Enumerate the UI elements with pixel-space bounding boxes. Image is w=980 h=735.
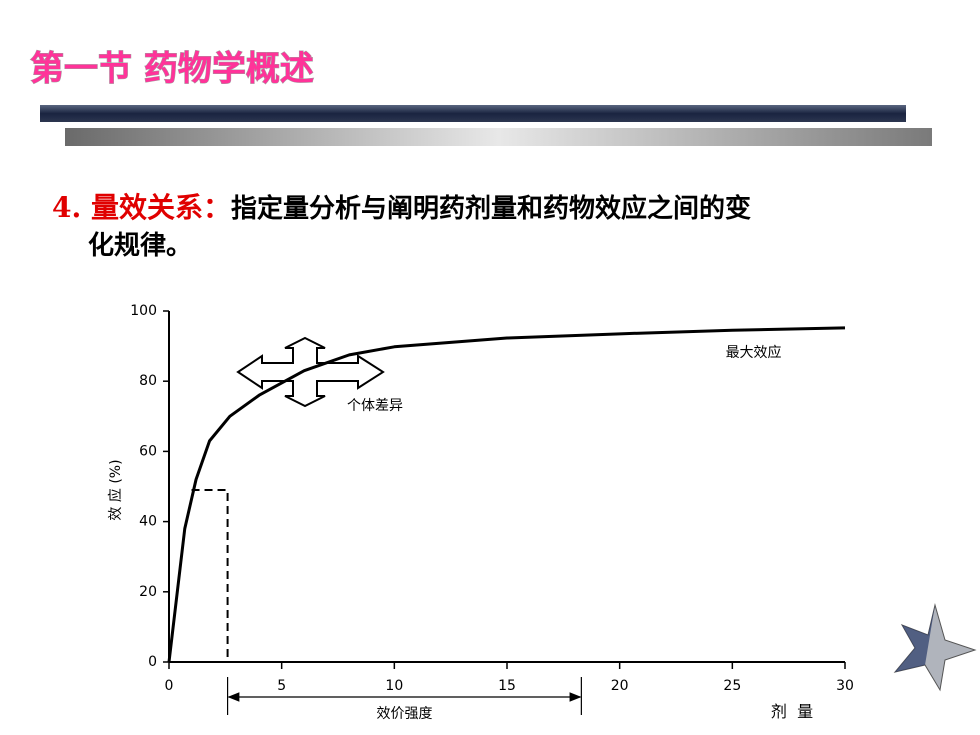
x-axis-label: 剂 量	[771, 702, 813, 721]
star-icon	[893, 603, 977, 692]
y-tick-label: 20	[139, 584, 157, 600]
annotation: 个体差异	[347, 398, 403, 414]
y-axis-label: 效 应 (%)	[107, 459, 124, 520]
header-bar	[65, 128, 932, 146]
annotation: 最大效应	[726, 344, 782, 361]
y-tick-label: 0	[148, 654, 157, 670]
x-tick-label: 30	[836, 678, 854, 694]
x-tick-label: 20	[611, 678, 629, 694]
potency-label: 效价强度	[376, 706, 432, 722]
point-heading: 4. 量效关系：	[52, 191, 231, 224]
x-tick-label: 10	[385, 678, 403, 694]
x-tick-label: 25	[723, 678, 741, 694]
point-line: 4. 量效关系：指定量分析与阐明药剂量和药物效应之间的变	[52, 191, 751, 224]
x-tick-label: 0	[165, 678, 174, 694]
guide-line	[191, 489, 229, 662]
point-text: 指定量分析与阐明药剂量和药物效应之间的变	[231, 193, 751, 224]
point-text: 化规律。	[88, 231, 192, 261]
y-tick-label: 40	[139, 514, 157, 530]
slide-title: 第一节 药物学概述	[30, 49, 314, 89]
variation-icon	[236, 336, 385, 408]
y-tick-label: 100	[130, 303, 157, 319]
header-bar	[40, 105, 906, 122]
x-tick-label: 5	[277, 678, 286, 694]
curve	[167, 326, 846, 663]
y-tick-label: 80	[139, 373, 157, 389]
y-tick-label: 60	[139, 443, 157, 459]
x-tick-label: 15	[498, 678, 516, 694]
